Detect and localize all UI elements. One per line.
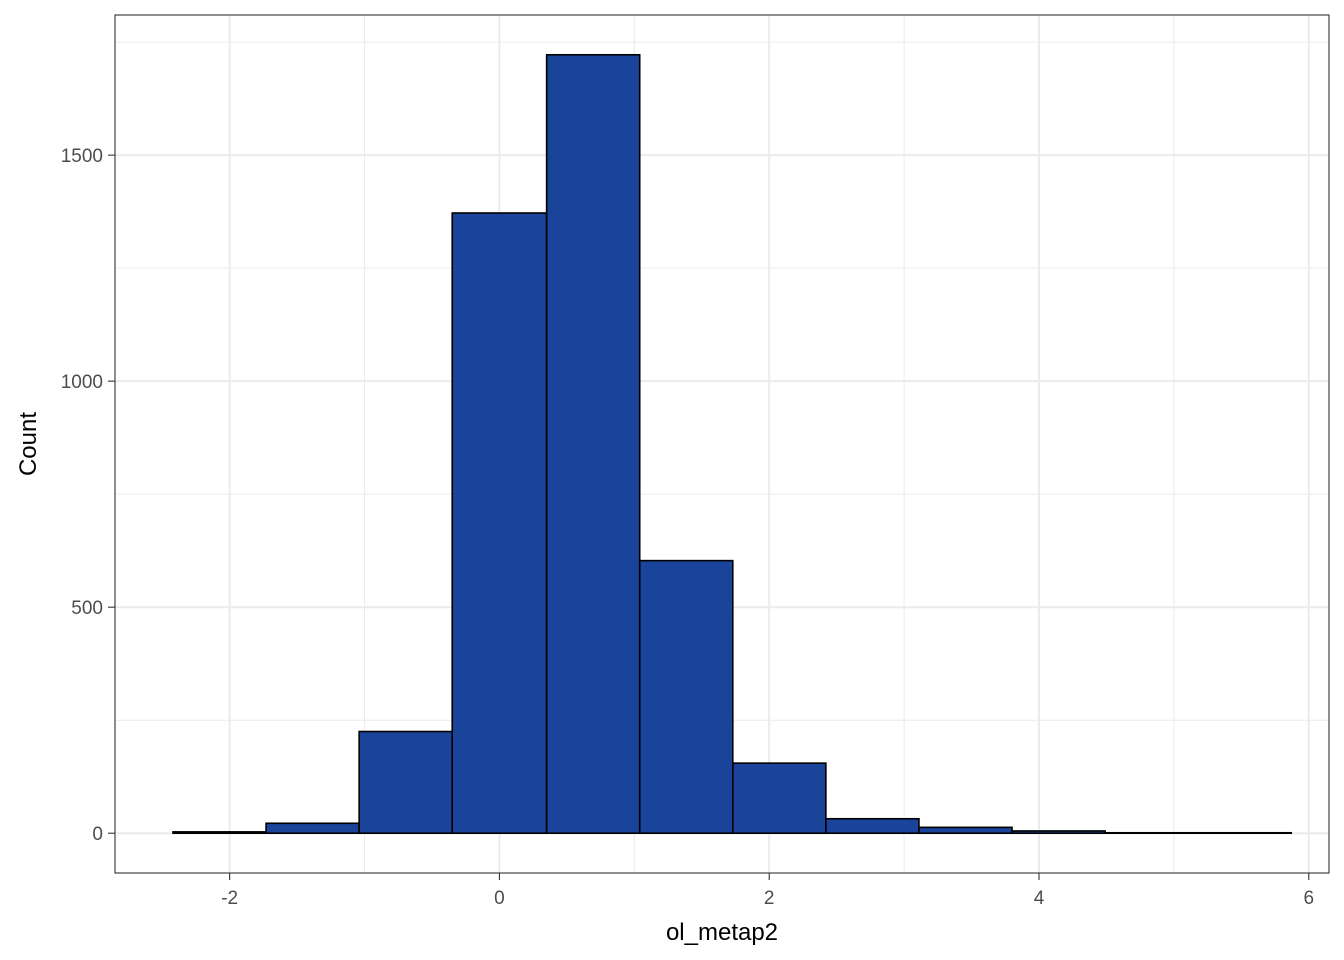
y-axis-ticks: 0 500 1000 1500 [61, 146, 115, 845]
y-tick-label: 1500 [61, 146, 103, 167]
x-axis-title: ol_metap2 [666, 919, 778, 946]
histogram-bar [545, 53, 641, 835]
y-tick-label: 0 [92, 824, 103, 845]
x-tick-label: 2 [764, 888, 775, 909]
x-tick-label: 4 [1034, 888, 1045, 909]
histogram-bar [1011, 830, 1106, 835]
histogram-bar [451, 212, 548, 835]
histogram-bar [638, 559, 734, 835]
y-axis-title: Count [15, 412, 42, 476]
x-tick-label: 0 [494, 888, 505, 909]
histogram-bar [265, 822, 360, 835]
x-tick-label: -2 [221, 888, 238, 909]
histogram-bar [918, 826, 1013, 835]
histogram-bar [825, 817, 920, 835]
x-axis-ticks: -2 0 2 4 6 [221, 873, 1314, 909]
histogram-bar [172, 831, 267, 835]
panel-border [114, 14, 1330, 874]
histogram-bar [731, 762, 827, 835]
histogram-bar [358, 730, 454, 835]
y-tick-label: 1000 [61, 372, 103, 393]
x-tick-label: 6 [1303, 888, 1314, 909]
y-tick-label: 500 [71, 598, 103, 619]
histogram-bars [172, 53, 1293, 835]
